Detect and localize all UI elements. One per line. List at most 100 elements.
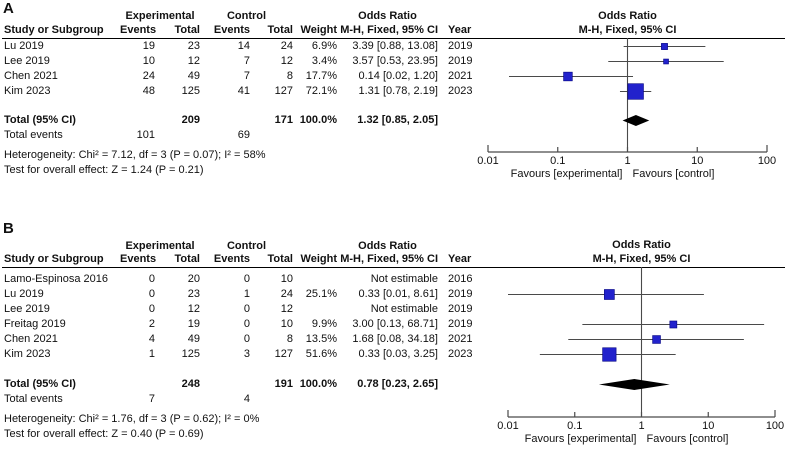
study-row: Kim 2023 48 125 41 127 72.1% 1.31 [0.78, 2.19]…	[0, 84, 478, 99]
cell-ctl-total: 12	[280, 55, 293, 67]
spacer	[200, 113, 250, 128]
col-header-ctl-total: Total	[267, 24, 293, 36]
cell-year: 2021	[448, 70, 473, 82]
spacer	[293, 128, 337, 143]
total-events-row: Total events 7 4	[0, 392, 478, 407]
cell-exp-total: 20	[187, 273, 200, 285]
col-header-ci: M-H, Fixed, 95% CI	[340, 253, 438, 265]
group-header-experimental: Experimental	[125, 240, 195, 252]
cell-ctl-total: 8	[286, 70, 293, 82]
study-row: Lee 2019 10 12 7 12 3.4% 3.57 [0.53, 23.95] 201…	[0, 54, 478, 69]
effect-square	[663, 58, 669, 65]
group-header-control: Control	[226, 10, 267, 22]
total-events-ctl: 4	[243, 393, 250, 405]
spacer	[250, 392, 293, 407]
x-axis-tick-label: 1	[624, 155, 630, 167]
panel-b-label: B	[3, 220, 14, 237]
cell-weight: 9.9%	[311, 318, 337, 330]
col-header-weight: Weight	[300, 24, 337, 36]
cell-exp-total: 12	[187, 303, 200, 315]
plot-header-title: Odds Ratio	[598, 10, 657, 22]
cell-study: Lu 2019	[4, 288, 44, 300]
effect-square	[563, 71, 573, 82]
cell-or-ci: Not estimable	[370, 273, 438, 285]
study-row: Kim 2023 1 125 3 127 51.6% 0.33 [0.03, 3.25] 20…	[0, 347, 478, 362]
study-row: Lamo-Espinosa 2016 0 20 0 10 Not estimable 201…	[0, 272, 478, 287]
header-rule	[2, 37, 785, 39]
cell-study: Freitag 2019	[4, 318, 66, 330]
column-header-row: Study or Subgroup Events Total Events To…	[0, 252, 478, 267]
study-row: Lee 2019 0 12 0 12 Not estimable 2019	[0, 302, 478, 317]
favours-right-label: Favours [control]	[647, 433, 729, 445]
total-weight: 100.0%	[299, 114, 337, 126]
x-axis-tick-label: 0.1	[567, 420, 582, 432]
spacer	[0, 239, 120, 253]
plot-header-title: Odds Ratio	[612, 239, 671, 251]
cell-year: 2019	[448, 318, 473, 330]
spacer	[337, 392, 438, 407]
col-header-exp-total: Total	[174, 24, 200, 36]
total-events-ctl: 69	[237, 129, 250, 141]
col-header-exp-events: Events	[120, 253, 157, 265]
heterogeneity-text: Heterogeneity: Chi² = 1.76, df = 3 (P = …	[4, 413, 260, 425]
header-rule	[2, 266, 785, 268]
cell-study: Kim 2023	[4, 348, 51, 360]
group-header-control: Control	[226, 240, 267, 252]
col-header-ctl-events: Events	[213, 253, 250, 265]
cell-weight: 3.4%	[311, 55, 337, 67]
panel-b: B Experimental Control Odds Ratio Study …	[0, 215, 787, 450]
col-header-ctl-events: Events	[213, 24, 250, 36]
study-row: Lu 2019 0 23 1 24 25.1% 0.33 [0.01, 8.61] 2019	[0, 287, 478, 302]
forest-plot-a: Odds Ratio M-H, Fixed, 95% CI 0.01 0.1 1 10 10…	[477, 10, 776, 180]
total-events-row: Total events 101 69	[0, 128, 478, 143]
panel-a: A Experimental Control Odds Ratio Study …	[0, 0, 787, 215]
col-header-weight: Weight	[300, 253, 337, 265]
total-row: Total (95% CI) 209 171 100.0% 1.32 [0.85…	[0, 113, 478, 128]
cell-weight: 72.1%	[305, 85, 337, 97]
cell-or-ci: 3.00 [0.13, 68.71]	[352, 318, 438, 330]
x-axis-tick-label: 0.01	[477, 155, 498, 167]
cell-study: Lee 2019	[4, 55, 50, 67]
cell-weight: 17.7%	[305, 70, 337, 82]
group-header-row: Experimental Control Odds Ratio	[0, 239, 478, 253]
spacer	[250, 128, 293, 143]
cell-study: Chen 2021	[4, 333, 58, 345]
cell-ctl-events: 3	[243, 348, 250, 360]
cell-exp-events: 4	[148, 333, 155, 345]
cell-ctl-events: 7	[243, 55, 250, 67]
cell-or-ci: Not estimable	[370, 303, 438, 315]
cell-weight	[293, 302, 337, 317]
cell-year: 2023	[448, 85, 473, 97]
cell-ctl-total: 10	[280, 273, 293, 285]
cell-ctl-events: 1	[243, 288, 250, 300]
favours-left-label: Favours [experimental]	[525, 433, 637, 445]
cell-ctl-total: 127	[274, 348, 293, 360]
total-ctl-total: 171	[274, 114, 293, 126]
spacer	[438, 377, 478, 392]
cell-exp-events: 0	[148, 273, 155, 285]
total-events-label: Total events	[4, 393, 63, 405]
total-label: Total (95% CI)	[4, 114, 76, 126]
cell-exp-total: 23	[187, 40, 200, 52]
heterogeneity-row: Heterogeneity: Chi² = 7.12, df = 3 (P = …	[0, 148, 478, 163]
cell-year: 2021	[448, 333, 473, 345]
effect-square	[627, 83, 644, 100]
cell-exp-total: 49	[187, 70, 200, 82]
cell-ctl-total: 10	[280, 318, 293, 330]
effect-square	[652, 335, 661, 344]
effect-square	[669, 320, 678, 329]
study-row: Freitag 2019 2 19 0 10 9.9% 3.00 [0.13, 68.71]…	[0, 317, 478, 332]
x-axis-tick-label: 10	[702, 420, 714, 432]
cell-exp-events: 1	[148, 348, 155, 360]
cell-weight: 25.1%	[305, 288, 337, 300]
cell-or-ci: 3.57 [0.53, 23.95]	[352, 55, 438, 67]
cell-exp-total: 19	[187, 318, 200, 330]
col-header-ci: M-H, Fixed, 95% CI	[340, 24, 438, 36]
x-axis-tick-label: 100	[758, 155, 776, 167]
col-header-study: Study or Subgroup	[4, 24, 104, 36]
favours-left-label: Favours [experimental]	[511, 168, 623, 180]
col-header-study: Study or Subgroup	[4, 253, 104, 265]
plot-header-method: M-H, Fixed, 95% CI	[579, 24, 677, 36]
column-header-row: Study or Subgroup Events Total Events To…	[0, 23, 478, 38]
total-or-ci: 1.32 [0.85, 2.05]	[357, 114, 438, 126]
